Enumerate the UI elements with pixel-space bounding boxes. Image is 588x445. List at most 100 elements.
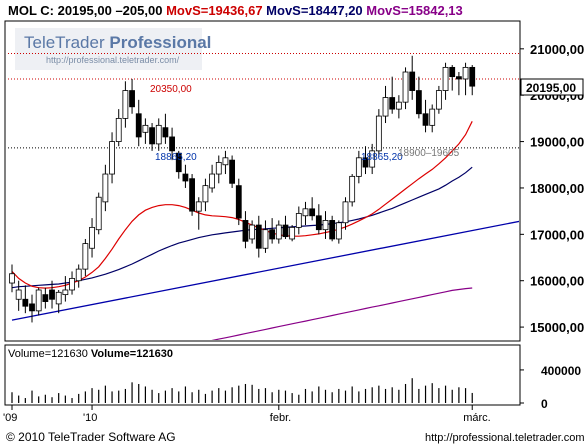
annotation-range: 18900–19605 [398,148,460,159]
candle-body [169,136,175,152]
annotation-low-1: 18865,20 [155,152,197,163]
candle-body [215,162,222,175]
candle-body [62,289,69,296]
candle-body [462,66,469,80]
candle-body [429,108,436,126]
candle-body [89,226,95,249]
candle-body [115,117,122,142]
price-badge: 20195,00 [526,81,576,95]
annotation-low-2: 18865,20 [361,152,403,163]
candle-body [129,90,135,108]
footer-url: http://professional.teletrader.com [425,432,585,444]
moving-average-mid-line [11,166,473,289]
candle-body [209,173,216,189]
candle-body [122,90,129,119]
x-tick-label: febr. [270,412,291,424]
moving-average-short-line [11,121,473,289]
candle-body [175,152,182,173]
price-plot-area [4,20,521,342]
candle-body [362,157,369,168]
candle-body [262,229,269,249]
candles-layer [9,55,476,323]
candle-body [469,66,476,87]
header-line: MOL C: 20195,00 –205,00 MovS=19436,67 Mo… [8,3,463,18]
candle-body [389,97,396,110]
candle-body [449,66,456,78]
watermark-brand-light: TeleTrader [24,33,109,52]
candle-body [42,294,49,302]
candle-body [49,289,55,300]
candle-body [229,159,236,184]
candle-body [9,273,15,284]
candle-body [255,224,262,249]
candle-body [249,224,256,240]
candle-body [102,173,109,203]
watermark-box [15,28,202,70]
x-tick-label: márc. [463,412,491,424]
volume-plot-area [4,344,521,406]
candle-body [409,71,416,91]
candle-body [355,157,362,177]
volume-label-left: Volume=121630 [8,348,88,360]
candle-body [182,173,189,182]
y-tick-label: 16000,00 [530,274,584,289]
candle-body [402,71,409,103]
volume-tick-label: 0 [541,397,548,411]
trendline-layer [11,220,519,321]
candle-body [322,220,329,231]
x-tick-label: '09 [3,412,17,424]
candle-body [369,150,376,168]
candle-body [289,226,296,240]
candle-body [455,76,462,80]
moving-averages-layer [11,121,473,340]
header-change: –205,00 [115,3,162,18]
volume-label: Volume=121630 Volume=121630 [8,348,173,360]
candle-body [282,224,289,238]
candle-body [275,224,282,240]
candle-body [149,127,155,145]
candle-body [442,66,449,91]
candle-body [269,229,276,240]
header-mov2: MovS=18447,20 [266,3,362,18]
footer-copyright: © 2010 TeleTrader Software AG [6,430,176,444]
candle-body [435,90,442,110]
candle-body [162,127,169,138]
candle-body [242,220,249,242]
candle-body [222,157,229,166]
candle-body [29,303,35,312]
candle-body [22,298,29,307]
header-mov3: MovS=15842,13 [366,3,462,18]
volume-label-right: Volume=121630 [91,348,173,360]
candle-body [189,178,195,212]
header-mov1: MovS=19436,67 [166,3,262,18]
candle-body [415,90,422,115]
price-badge-box [520,78,584,96]
y-tick-label: 18000,00 [530,181,584,196]
y-tick-label: 17000,00 [530,227,584,242]
candle-body [82,243,89,270]
candle-body [309,208,316,217]
candle-body [69,277,75,291]
candle-body [235,185,242,219]
candle-body [109,141,115,175]
watermark-brand: TeleTrader Professional [24,33,211,52]
y-tick-label: 21000,00 [530,42,584,57]
y-tick-label: 15000,00 [530,320,584,335]
volume-tick-label: 400000 [541,364,581,378]
y-axis: 21000,0020000,0019000,0018000,0017000,00… [520,42,584,411]
candle-body [349,175,356,203]
watermark-url: http://professional.teletrader.com/ [46,55,180,65]
candle-body [342,201,349,224]
candle-body [375,115,382,152]
candle-body [382,97,389,117]
candle-body [142,124,149,133]
candle-body [15,289,22,300]
candle-body [202,185,209,203]
candle-body [335,222,342,240]
y-tick-label: 19000,00 [530,135,584,150]
candle-body [35,289,42,312]
candle-body [422,113,429,126]
header-symbol: MOL C: 20195,00 [8,3,112,18]
candle-body [302,208,309,217]
